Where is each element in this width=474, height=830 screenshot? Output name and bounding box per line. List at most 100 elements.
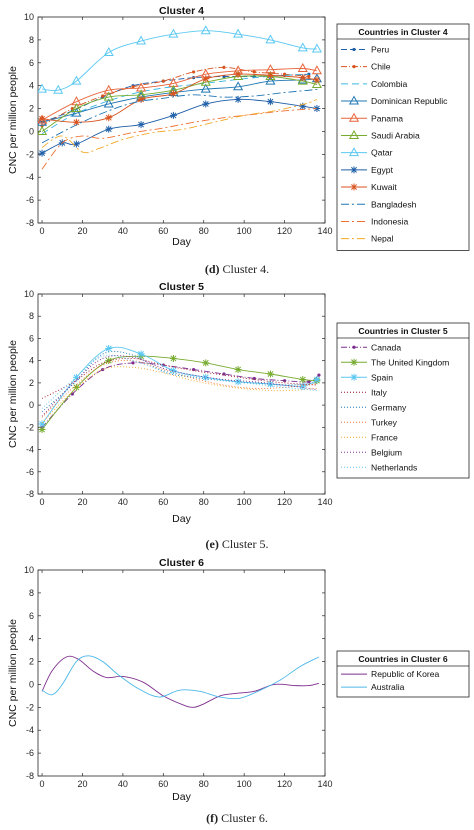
x-tick-label: 120 (277, 497, 292, 507)
data-point (252, 70, 256, 74)
chart-cluster-5: 0 20 40 60 80 100 120 140 -8 -6 -4 -2 0 2 4 6 8 10 Cluster… (7, 281, 470, 525)
legend-box (336, 23, 470, 251)
y-tick-label: 10 (24, 565, 34, 575)
y-axis-label: CNC per million people (7, 66, 19, 174)
legend: Countries in Cluster 4 Peru Chile Colombia D… (336, 23, 470, 251)
data-point (71, 75, 82, 85)
x-tick-label: 80 (199, 779, 209, 789)
x-tick-label: 40 (118, 226, 128, 236)
legend-label: Republic of Korea (371, 669, 440, 679)
data-point (313, 376, 321, 384)
plot-area (37, 569, 326, 777)
data-point (202, 373, 210, 381)
legend-label: Bangladesh (371, 199, 417, 209)
series-line-belgium (41, 355, 317, 417)
legend-label: Italy (371, 387, 387, 397)
y-tick-label: 6 (29, 333, 34, 343)
y-tick-label: -8 (26, 489, 34, 499)
data-point (103, 91, 114, 101)
data-point (233, 28, 244, 38)
x-tick-label: 140 (317, 779, 332, 789)
x-axis-label: Day (172, 236, 191, 248)
x-axis-label: Day (172, 791, 191, 803)
legend-title: Countries in Cluster 5 (358, 326, 448, 336)
data-point (72, 373, 80, 381)
caption-text: Cluster 5. (218, 537, 269, 551)
caption-cluster-4: (d) Cluster 4. (0, 262, 474, 277)
series-line-indonesia (41, 108, 317, 170)
chart-cluster-6: 0 20 40 60 80 100 120 140 -8 -6 -4 -2 0 2 4 6 8 10 Cluster… (7, 557, 470, 803)
data-point (313, 76, 321, 84)
data-point (103, 46, 114, 56)
series-line-dominican-republic (41, 78, 317, 123)
data-point (131, 85, 135, 89)
legend-marker (348, 129, 360, 139)
x-tick-label: 40 (118, 497, 128, 507)
legend-label: The United Kingdom (371, 357, 449, 367)
data-point (297, 42, 308, 52)
legend-marker (350, 183, 358, 191)
data-point (299, 382, 307, 390)
data-point (101, 94, 105, 98)
legend-label: Nepal (371, 234, 394, 244)
plot-area (37, 293, 326, 495)
y-tick-label: 6 (29, 611, 34, 621)
data-point (169, 90, 177, 98)
data-point (266, 71, 274, 79)
series-line-panama (41, 68, 318, 121)
y-axis-label: CNC per million people (7, 619, 19, 727)
data-point (169, 367, 177, 375)
data-point (38, 426, 46, 434)
legend-label: France (371, 432, 398, 442)
y-tick-label: -2 (26, 422, 34, 432)
data-point (200, 25, 211, 35)
chart-title: Cluster 4 (159, 5, 204, 17)
y-tick-label: -2 (26, 149, 34, 159)
legend-label: Netherlands (371, 462, 417, 472)
y-tick-label: 4 (29, 634, 34, 644)
legend-marker (352, 345, 356, 349)
legend: Countries in Cluster 6 Republic of Korea A… (336, 650, 470, 698)
legend-marker (350, 358, 358, 366)
x-tick-label: 20 (77, 497, 87, 507)
data-point (161, 79, 165, 83)
data-point (311, 78, 322, 89)
y-tick-label: 4 (29, 81, 34, 91)
series-line-qatar (41, 30, 317, 92)
x-tick-label: 0 (40, 226, 45, 236)
x-tick-label: 20 (77, 779, 87, 789)
legend-label: Dominican Republic (371, 96, 448, 106)
legend-label: Australia (371, 682, 405, 692)
data-point (137, 350, 145, 358)
legend-label: Saudi Arabia (371, 130, 420, 140)
legend-marker (352, 47, 356, 52)
x-tick-label: 100 (237, 497, 252, 507)
legend-marker (350, 166, 358, 174)
data-point (105, 357, 113, 365)
caption-cluster-6: (f) Cluster 6. (0, 811, 474, 826)
data-point (200, 83, 211, 93)
y-tick-label: 10 (24, 289, 34, 299)
y-tick-label: -6 (26, 748, 34, 758)
data-point (265, 34, 276, 44)
legend-marker (348, 95, 360, 105)
data-point (233, 81, 244, 91)
data-point (311, 43, 322, 53)
data-point (38, 125, 48, 135)
legend-label: Egypt (371, 165, 394, 175)
x-tick-label: 60 (158, 779, 168, 789)
x-tick-label: 80 (199, 497, 209, 507)
data-point (307, 74, 311, 79)
data-point (168, 28, 179, 38)
series-line-france (41, 366, 317, 424)
legend-label: Panama (371, 113, 403, 123)
data-point (202, 359, 210, 367)
legend-title: Countries in Cluster 4 (358, 27, 448, 37)
data-point (72, 118, 80, 126)
x-tick-label: 140 (317, 226, 332, 236)
y-tick-label: 2 (29, 104, 34, 114)
x-tick-label: 60 (158, 226, 168, 236)
data-point (105, 114, 113, 122)
